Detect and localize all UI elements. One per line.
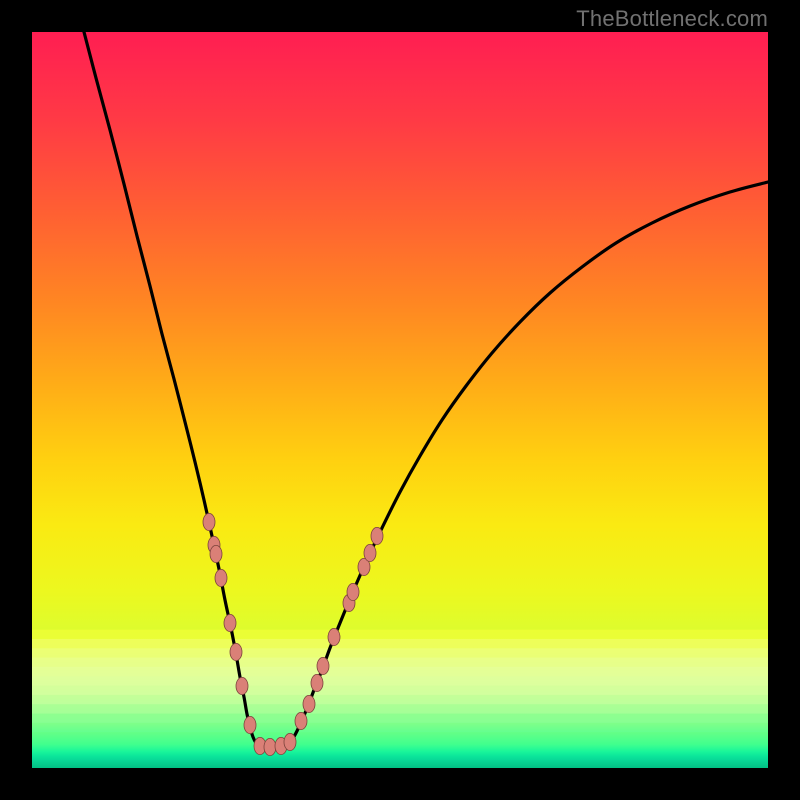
data-marker xyxy=(303,695,315,712)
data-marker xyxy=(328,628,340,645)
data-marker xyxy=(244,716,256,733)
data-marker xyxy=(284,733,296,750)
data-marker xyxy=(203,513,215,530)
data-marker xyxy=(311,674,323,691)
band-stripe xyxy=(32,723,768,733)
data-marker xyxy=(317,657,329,674)
transition-band-stripes xyxy=(32,630,768,743)
band-stripe xyxy=(32,714,768,724)
band-stripe xyxy=(32,732,768,742)
bottleneck-curve-chart xyxy=(32,32,768,768)
data-marker xyxy=(371,527,383,544)
band-stripe xyxy=(32,686,768,696)
data-marker xyxy=(295,712,307,729)
band-stripe xyxy=(32,658,768,668)
band-stripe xyxy=(32,639,768,649)
data-marker xyxy=(230,643,242,660)
data-marker xyxy=(224,614,236,631)
data-marker xyxy=(215,569,227,586)
data-marker xyxy=(210,545,222,562)
band-stripe xyxy=(32,630,768,640)
band-stripe xyxy=(32,676,768,686)
band-stripe xyxy=(32,667,768,677)
chart-frame xyxy=(32,32,768,768)
band-stripe xyxy=(32,704,768,714)
watermark-text: TheBottleneck.com xyxy=(576,6,768,32)
band-stripe xyxy=(32,648,768,658)
data-marker xyxy=(364,544,376,561)
data-marker xyxy=(236,677,248,694)
data-marker xyxy=(264,738,276,755)
data-marker xyxy=(347,583,359,600)
band-stripe xyxy=(32,695,768,705)
